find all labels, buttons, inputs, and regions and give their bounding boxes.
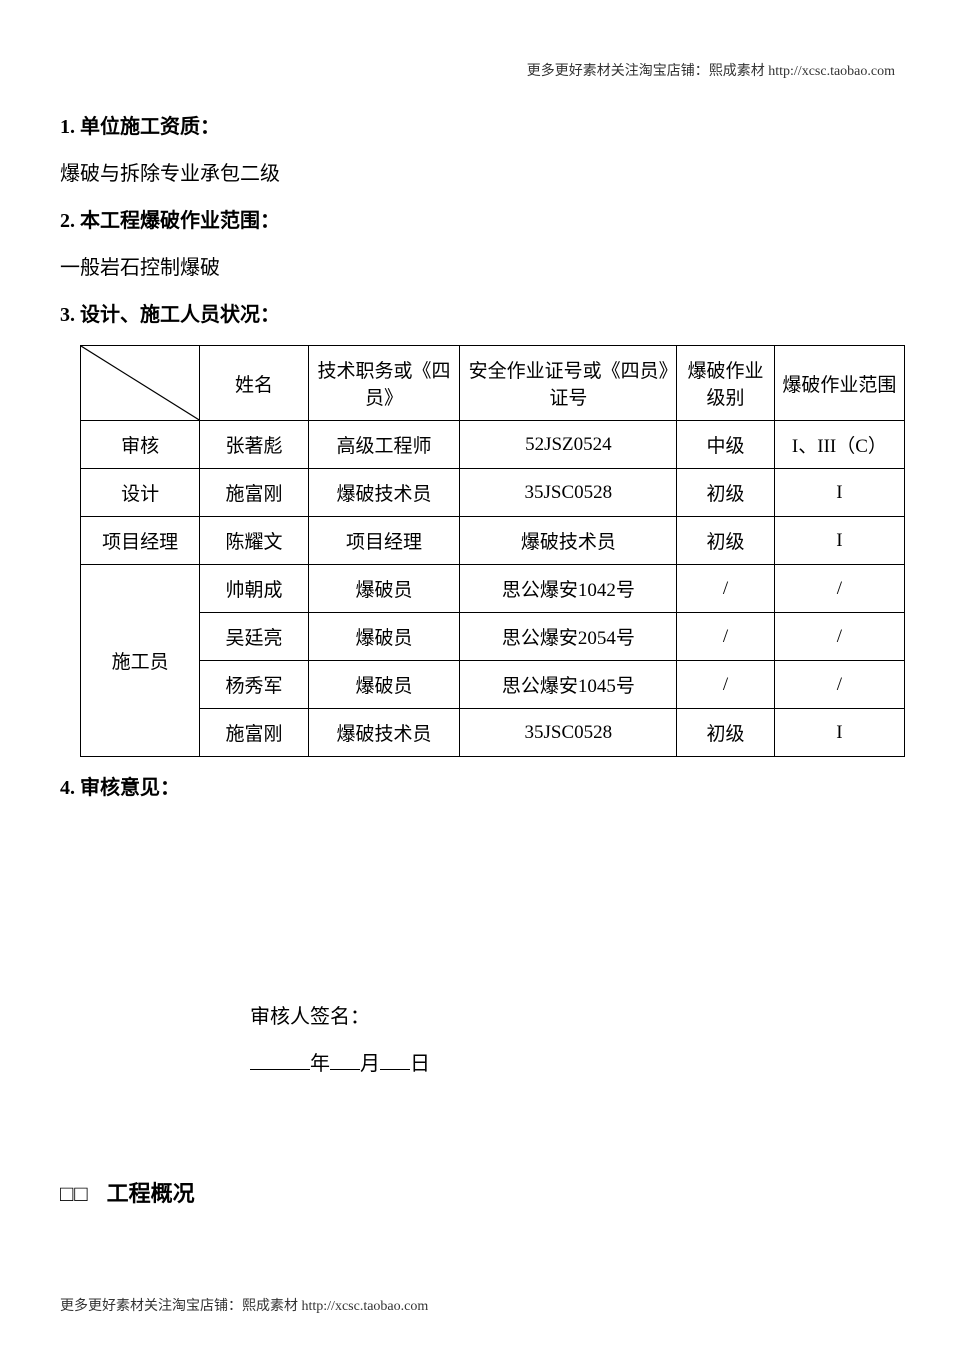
cell-cert: 思公爆安2054号 bbox=[460, 613, 677, 661]
blank-year bbox=[250, 1050, 310, 1070]
cell-scope: / bbox=[774, 613, 904, 661]
cell-scope: I、III（C） bbox=[774, 421, 904, 469]
month-label: 月 bbox=[360, 1053, 380, 1075]
cell-role: 审核 bbox=[81, 421, 200, 469]
cell-cert: 35JSC0528 bbox=[460, 469, 677, 517]
section-3-heading: 3. 设计、施工人员状况： bbox=[60, 298, 905, 327]
signature-label: 审核人签名： bbox=[250, 1000, 905, 1029]
cell-cert: 35JSC0528 bbox=[460, 709, 677, 757]
section-2-heading: 2. 本工程爆破作业范围： bbox=[60, 204, 905, 233]
overview-title: 工程概况 bbox=[107, 1181, 195, 1206]
section-2-num: 2. bbox=[60, 210, 75, 232]
cell-title: 爆破员 bbox=[308, 565, 460, 613]
section-2-body: 一般岩石控制爆破 bbox=[60, 251, 905, 280]
header-note: 更多更好素材关注淘宝店铺：熙成素材 http://xcsc.taobao.com bbox=[60, 60, 905, 80]
personnel-table: 姓名 技术职务或《四员》 安全作业证号或《四员》证号 爆破作业级别 爆破作业范围… bbox=[80, 345, 905, 757]
section-3-num: 3. bbox=[60, 304, 75, 326]
table-row: 项目经理 陈耀文 项目经理 爆破技术员 初级 I bbox=[81, 517, 905, 565]
cell-level: 初级 bbox=[677, 709, 775, 757]
day-label: 日 bbox=[410, 1053, 430, 1075]
cell-name: 施富刚 bbox=[200, 469, 308, 517]
signature-date: 年月日 bbox=[250, 1047, 905, 1076]
section-1-heading: 1. 单位施工资质： bbox=[60, 110, 905, 139]
cell-name: 帅朝成 bbox=[200, 565, 308, 613]
cell-role: 施工员 bbox=[81, 565, 200, 757]
footer-note: 更多更好素材关注淘宝店铺：熙成素材 http://xcsc.taobao.com bbox=[60, 1295, 428, 1315]
cell-level: / bbox=[677, 613, 775, 661]
table-row: 施工员 帅朝成 爆破员 思公爆安1042号 / / bbox=[81, 565, 905, 613]
table-header-level: 爆破作业级别 bbox=[677, 346, 775, 421]
section-2-title: 本工程爆破作业范围： bbox=[80, 210, 280, 232]
cell-role: 项目经理 bbox=[81, 517, 200, 565]
table-row: 审核 张著彪 高级工程师 52JSZ0524 中级 I、III（C） bbox=[81, 421, 905, 469]
table-header-diagonal bbox=[81, 346, 200, 421]
cell-title: 爆破员 bbox=[308, 613, 460, 661]
blank-month bbox=[330, 1050, 360, 1070]
cell-title: 爆破技术员 bbox=[308, 709, 460, 757]
table-header-scope: 爆破作业范围 bbox=[774, 346, 904, 421]
section-1-title: 单位施工资质： bbox=[80, 116, 220, 138]
section-4-num: 4. bbox=[60, 777, 75, 799]
cell-scope: I bbox=[774, 517, 904, 565]
overview-heading: □□ 工程概况 bbox=[60, 1176, 905, 1208]
cell-name: 陈耀文 bbox=[200, 517, 308, 565]
cell-title: 爆破员 bbox=[308, 661, 460, 709]
cell-level: 初级 bbox=[677, 469, 775, 517]
cell-cert: 思公爆安1045号 bbox=[460, 661, 677, 709]
table-header-title: 技术职务或《四员》 bbox=[308, 346, 460, 421]
table-row: 施富刚 爆破技术员 35JSC0528 初级 I bbox=[81, 709, 905, 757]
section-1-num: 1. bbox=[60, 116, 75, 138]
year-label: 年 bbox=[310, 1053, 330, 1075]
cell-scope: / bbox=[774, 565, 904, 613]
table-row: 杨秀军 爆破员 思公爆安1045号 / / bbox=[81, 661, 905, 709]
table-row: 吴廷亮 爆破员 思公爆安2054号 / / bbox=[81, 613, 905, 661]
cell-level: / bbox=[677, 565, 775, 613]
cell-level: 中级 bbox=[677, 421, 775, 469]
cell-title: 项目经理 bbox=[308, 517, 460, 565]
cell-scope: / bbox=[774, 661, 904, 709]
cell-role: 设计 bbox=[81, 469, 200, 517]
section-3-title: 设计、施工人员状况： bbox=[80, 304, 280, 326]
table-header-row: 姓名 技术职务或《四员》 安全作业证号或《四员》证号 爆破作业级别 爆破作业范围 bbox=[81, 346, 905, 421]
cell-name: 施富刚 bbox=[200, 709, 308, 757]
signature-block: 审核人签名： 年 月 日 bbox=[250, 1000, 905, 1076]
cell-cert: 52JSZ0524 bbox=[460, 421, 677, 469]
table-row: 设计 施富刚 爆破技术员 35JSC0528 初级 I bbox=[81, 469, 905, 517]
cell-level: / bbox=[677, 661, 775, 709]
table-header-cert: 安全作业证号或《四员》证号 bbox=[460, 346, 677, 421]
section-4-heading: 4. 审核意见： bbox=[60, 771, 905, 800]
cell-name: 张著彪 bbox=[200, 421, 308, 469]
section-1-body: 爆破与拆除专业承包二级 bbox=[60, 157, 905, 186]
overview-boxes: □□ bbox=[60, 1181, 89, 1206]
cell-level: 初级 bbox=[677, 517, 775, 565]
table-header-name: 姓名 bbox=[200, 346, 308, 421]
cell-cert: 爆破技术员 bbox=[460, 517, 677, 565]
cell-cert: 思公爆安1042号 bbox=[460, 565, 677, 613]
cell-title: 爆破技术员 bbox=[308, 469, 460, 517]
cell-name: 吴廷亮 bbox=[200, 613, 308, 661]
cell-name: 杨秀军 bbox=[200, 661, 308, 709]
cell-scope: I bbox=[774, 469, 904, 517]
cell-scope: I bbox=[774, 709, 904, 757]
blank-day bbox=[380, 1050, 410, 1070]
section-4-title: 审核意见： bbox=[80, 777, 180, 799]
cell-title: 高级工程师 bbox=[308, 421, 460, 469]
